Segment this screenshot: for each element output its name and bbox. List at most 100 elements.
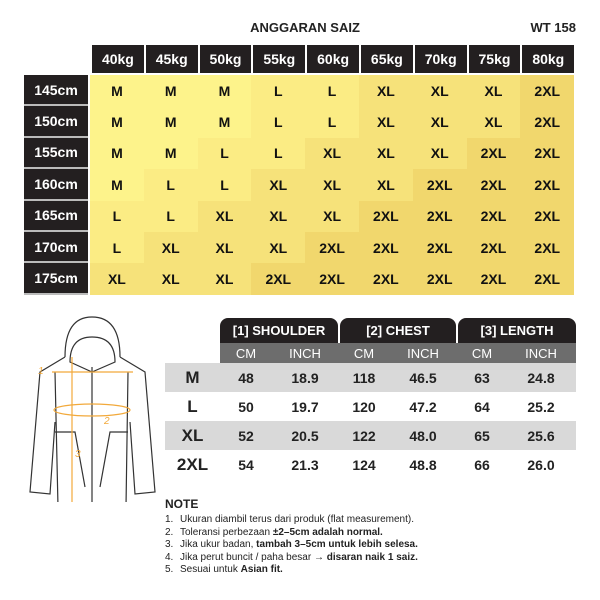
unit-header: CM (471, 345, 493, 361)
weight-header: 70kg (412, 45, 467, 75)
size-cell: 2XL (466, 231, 521, 264)
size-cell: XL (466, 75, 521, 107)
note-bold: disaran naik 1 saiz. (326, 551, 418, 563)
size-cell: XL (251, 200, 306, 232)
size-cell: 2XL (412, 200, 467, 232)
size-cell: XL (251, 231, 306, 264)
size-cell: L (90, 231, 144, 264)
size-label: M (185, 367, 200, 387)
measure-value: 122 (352, 427, 376, 444)
note-bold: ±2–5cm adalah normal. (272, 526, 383, 538)
size-cell: XL (197, 231, 252, 264)
size-cell: 2XL (466, 137, 521, 170)
measure-value: 64 (474, 398, 490, 415)
height-label: 145cm (24, 75, 88, 107)
measure-value: 63 (474, 369, 490, 386)
unit-header: CM (235, 345, 257, 361)
size-cell: XL (358, 137, 413, 170)
height-label: 150cm (24, 106, 88, 138)
size-cell: 2XL (466, 169, 521, 201)
measure-value: 50 (238, 398, 254, 415)
size-cell: M (197, 106, 252, 138)
diagram-label-1: 1 (38, 366, 44, 377)
size-cell: XL (143, 263, 198, 295)
size-cell: XL (412, 75, 467, 107)
note-text: Jika perut buncit / paha besar → (180, 551, 327, 563)
height-label: 155cm (24, 137, 88, 170)
measure-value: 48.0 (409, 427, 437, 444)
size-cell: 2XL (412, 169, 467, 201)
measure-value: 21.3 (291, 456, 319, 473)
note-text: Jika ukur badan, (180, 539, 257, 550)
note-number: 5. (165, 564, 174, 575)
size-cell: XL (90, 263, 144, 295)
note-bold: Asian fit. (240, 564, 283, 575)
measurement-row: M 48 18.9 118 46.5 63 24.8 (165, 363, 576, 392)
weight-header: 50kg (197, 45, 252, 75)
note-number: 3. (165, 539, 174, 550)
size-cell: XL (358, 169, 413, 201)
size-cell: L (197, 169, 252, 201)
jacket-diagram: 1 2 3 (29, 316, 156, 502)
measurement-row: L 50 19.7 120 47.2 64 25.2 (165, 392, 576, 421)
weight-header: 40kg (90, 45, 144, 75)
size-cell: 2XL (466, 263, 521, 295)
size-cell: M (143, 106, 198, 138)
measure-value: 24.8 (527, 369, 555, 386)
size-cell: 2XL (358, 200, 413, 232)
size-cell: XL (251, 169, 306, 201)
measure-value: 52 (238, 427, 254, 444)
weight-header: 80kg (520, 45, 575, 75)
measure-value: 65 (474, 427, 490, 444)
size-cell: M (90, 106, 144, 138)
size-cell: 2XL (466, 200, 521, 232)
size-cell: 2XL (305, 231, 359, 264)
size-grid: 40kg 45kg 50kg 55kg 60kg 65kg 70kg 75kg 80kg 145c… (24, 45, 575, 295)
unit-row: CM INCH CM INCH CM INCH (220, 343, 576, 363)
note-item: 2. Toleransi perbezaan ±2–5cm adalah norm… (165, 527, 418, 540)
measure-value: 118 (352, 369, 376, 386)
size-label: L (187, 396, 198, 416)
measure-value: 47.2 (409, 398, 437, 415)
size-cell: 2XL (412, 263, 467, 295)
measure-value: 20.5 (291, 427, 319, 444)
size-cell: L (197, 137, 252, 170)
height-label: 175cm (24, 263, 88, 295)
grid-corner (24, 45, 90, 75)
measure-value: 18.9 (291, 369, 319, 386)
size-cell: 2XL (520, 169, 575, 201)
measure-value: 25.2 (527, 398, 555, 415)
size-cell: 2XL (358, 231, 413, 264)
measure-value: 26.0 (527, 456, 555, 473)
unit-header: INCH (525, 345, 557, 361)
group-shoulder: [1] SHOULDER (220, 318, 338, 343)
note-number: 1. (165, 514, 174, 525)
size-cell: XL (197, 200, 252, 232)
measurement-row: 2XL 54 21.3 124 48.8 66 26.0 (165, 450, 576, 479)
size-cell: M (90, 75, 144, 107)
size-cell: M (197, 75, 252, 107)
measure-value: 54 (238, 456, 254, 473)
size-cell: XL (197, 263, 252, 295)
diagram-label-3: 3 (75, 449, 81, 460)
size-cell: 2XL (520, 231, 575, 264)
size-cell: 2XL (520, 75, 575, 107)
height-label: 160cm (24, 169, 88, 201)
size-cell: L (305, 75, 359, 107)
size-cell: L (251, 137, 306, 170)
note-item: 5. Sesuai untuk Asian fit. (165, 564, 418, 577)
measure-value: 19.7 (291, 398, 319, 415)
measure-value: 48.8 (409, 456, 437, 473)
size-cell: L (143, 200, 198, 232)
size-cell: XL (358, 75, 413, 107)
measure-value: 120 (352, 398, 376, 415)
size-cell: XL (305, 137, 359, 170)
note-text: Toleransi perbezaan (180, 526, 273, 538)
chart-title: ANGGARAN SAIZ (250, 20, 360, 35)
weight-header: 75kg (466, 45, 521, 75)
size-cell: XL (143, 231, 198, 264)
size-cell: 2XL (520, 200, 575, 232)
note-item: 1. Ukuran diambil terus dari produk (flat… (165, 514, 418, 527)
diagram-label-2: 2 (103, 416, 110, 427)
size-cell: XL (412, 137, 467, 170)
